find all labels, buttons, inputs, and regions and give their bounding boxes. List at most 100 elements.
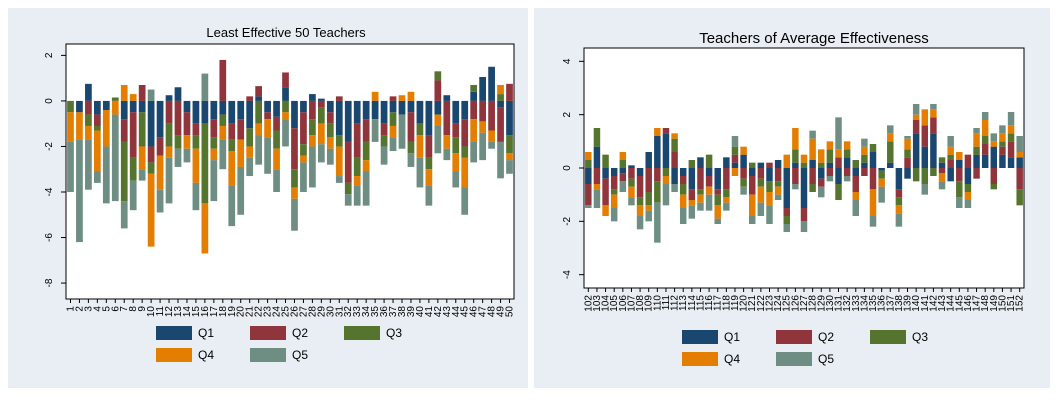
bar-segment-q2-151 (1007, 141, 1015, 158)
bar-segment-q4-142 (930, 109, 937, 118)
bar-segment-q4-130 (826, 141, 834, 150)
bar-segment-q2-133 (852, 176, 859, 192)
bar-segment-q2-9 (138, 84, 146, 101)
bar-segment-q4-118 (723, 197, 730, 203)
x-tick-label: 117 (713, 295, 724, 311)
bar-segment-q4-18 (219, 125, 227, 140)
bar-segment-q5-37 (389, 137, 397, 152)
x-tick-label: 149 (989, 295, 1000, 312)
x-tick-label: 45 (460, 306, 471, 318)
bar-segment-q5-44 (452, 171, 460, 188)
x-tick-label: 145 (954, 295, 965, 312)
bar-segment-q5-148 (981, 112, 989, 120)
bar-segment-q5-108 (636, 216, 644, 230)
bar-segment-q4-125 (783, 154, 790, 168)
x-tick-label: 132 (842, 295, 853, 312)
bar-segment-q1-148 (981, 154, 989, 168)
bar-segment-q4-3 (85, 125, 92, 140)
bar-segment-q3-123 (766, 181, 773, 192)
bar-segment-q1-28 (309, 94, 316, 101)
bar-segment-q3-1 (67, 100, 74, 113)
x-tick-label: 144 (946, 295, 957, 312)
x-tick-label: 25 (281, 306, 292, 318)
x-tick-label: 4 (92, 306, 103, 312)
bar-segment-q3-112 (671, 138, 678, 152)
bar-segment-q5-4 (94, 171, 101, 183)
bar-segment-q1-111 (662, 133, 670, 168)
bar-segment-q4-123 (766, 192, 773, 206)
x-tick-label: 37 (388, 306, 399, 318)
bar-segment-q3-106 (619, 160, 627, 168)
bar-segment-q3-44 (452, 137, 460, 154)
bar-segment-q3-29 (318, 107, 325, 124)
x-tick-label: 44 (451, 306, 462, 318)
y-tick-label: 0 (44, 98, 55, 104)
bar-segment-q5-29 (318, 144, 325, 163)
bar-segment-q5-131 (835, 117, 842, 150)
x-tick-label: 23 (263, 306, 274, 318)
bar-segment-q2-149 (990, 168, 998, 184)
bar-segment-q1-36 (380, 100, 388, 124)
bar-segment-q4-137 (887, 133, 894, 142)
bar-segment-q1-47 (479, 77, 486, 101)
bar-segment-q5-49 (497, 141, 504, 179)
x-tick-label: 125 (782, 295, 793, 312)
bar-segment-q1-137 (887, 162, 894, 168)
bar-segment-q4-115 (697, 194, 704, 203)
bar-segment-q1-106 (619, 168, 627, 174)
bar-segment-q4-12 (165, 146, 173, 158)
bar-segment-q4-120 (740, 146, 747, 155)
x-tick-label: 21 (245, 306, 256, 318)
bar-segment-q3-109 (645, 192, 652, 206)
bar-segment-q3-146 (964, 184, 972, 192)
bar-segment-q4-40 (416, 135, 424, 158)
legend-label-q3: Q3 (912, 330, 929, 344)
bar-segment-q2-113 (679, 176, 687, 184)
bar-segment-q1-44 (452, 100, 460, 124)
x-tick-label: 148 (980, 295, 991, 312)
bar-segment-q5-142 (930, 104, 937, 110)
bar-segment-q1-35 (371, 100, 379, 120)
bar-segment-q3-129 (818, 162, 825, 168)
x-tick-label: 26 (289, 306, 300, 318)
bar-segment-q3-21 (246, 128, 254, 147)
bar-segment-q5-111 (662, 184, 670, 206)
bar-segment-q3-50 (506, 135, 513, 154)
bar-segment-q3-121 (749, 162, 756, 168)
bar-segment-q3-107 (628, 178, 635, 187)
x-tick-label: 29 (316, 306, 327, 318)
x-tick-label: 17 (209, 306, 220, 318)
bar-segment-q3-49 (497, 94, 504, 101)
bar-segment-q5-36 (380, 146, 388, 165)
bar-segment-q4-22 (255, 123, 262, 136)
bar-segment-q1-4 (94, 100, 101, 115)
bar-segment-q3-22 (255, 100, 262, 124)
bar-segment-q2-108 (636, 176, 644, 198)
bar-segment-q4-31 (335, 146, 343, 177)
bar-segment-q5-47 (479, 132, 486, 161)
bar-segment-q3-142 (930, 168, 937, 176)
x-tick-label: 102 (583, 295, 594, 312)
bar-segment-q5-12 (165, 157, 173, 204)
bar-segment-q2-127 (800, 208, 808, 222)
bar-segment-q5-26 (291, 198, 298, 231)
x-tick-label: 110 (652, 295, 663, 311)
bar-segment-q5-123 (766, 205, 773, 224)
bar-segment-q3-133 (852, 160, 859, 168)
bar-segment-q1-140 (912, 133, 920, 168)
x-tick-label: 128 (808, 295, 819, 312)
bar-segment-q1-149 (990, 146, 998, 168)
bar-segment-q4-17 (210, 148, 218, 161)
bar-segment-q5-46 (470, 141, 478, 163)
bar-segment-q5-7 (120, 201, 128, 229)
bar-segment-q4-39 (407, 91, 415, 101)
bar-segment-q4-28 (309, 135, 316, 147)
bar-segment-q4-150 (999, 133, 1006, 142)
bar-segment-q4-16 (201, 203, 209, 254)
bar-segment-q2-109 (645, 168, 652, 192)
x-tick-label: 32 (343, 306, 354, 318)
bar-segment-q2-122 (757, 168, 765, 179)
bar-segment-q1-39 (407, 100, 415, 113)
x-tick-label: 140 (911, 295, 922, 312)
bar-segment-q1-24 (273, 100, 280, 117)
